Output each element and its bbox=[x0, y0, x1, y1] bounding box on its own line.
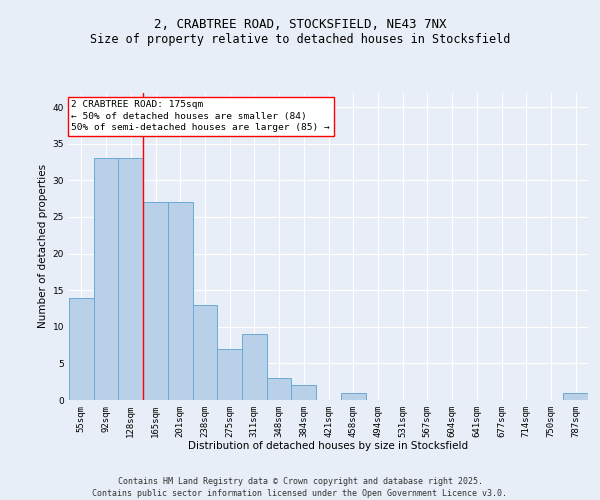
Text: 2, CRABTREE ROAD, STOCKSFIELD, NE43 7NX: 2, CRABTREE ROAD, STOCKSFIELD, NE43 7NX bbox=[154, 18, 446, 30]
Bar bbox=[143, 202, 168, 400]
Text: Contains HM Land Registry data © Crown copyright and database right 2025.: Contains HM Land Registry data © Crown c… bbox=[118, 476, 482, 486]
Bar bbox=[292, 386, 316, 400]
Text: Size of property relative to detached houses in Stocksfield: Size of property relative to detached ho… bbox=[90, 32, 510, 46]
Bar bbox=[242, 334, 267, 400]
X-axis label: Distribution of detached houses by size in Stocksfield: Distribution of detached houses by size … bbox=[188, 442, 469, 452]
Text: 2 CRABTREE ROAD: 175sqm
← 50% of detached houses are smaller (84)
50% of semi-de: 2 CRABTREE ROAD: 175sqm ← 50% of detache… bbox=[71, 100, 330, 132]
Bar bbox=[267, 378, 292, 400]
Bar bbox=[168, 202, 193, 400]
Text: Contains public sector information licensed under the Open Government Licence v3: Contains public sector information licen… bbox=[92, 490, 508, 498]
Bar bbox=[69, 298, 94, 400]
Bar bbox=[94, 158, 118, 400]
Bar bbox=[217, 349, 242, 400]
Bar bbox=[118, 158, 143, 400]
Bar bbox=[341, 392, 365, 400]
Bar bbox=[193, 305, 217, 400]
Y-axis label: Number of detached properties: Number of detached properties bbox=[38, 164, 49, 328]
Bar bbox=[563, 392, 588, 400]
